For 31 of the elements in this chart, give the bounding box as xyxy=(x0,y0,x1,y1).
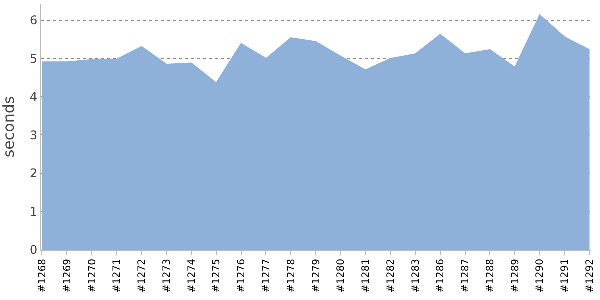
y-tick-label: 1 xyxy=(30,204,38,219)
x-tick-label: #1280 xyxy=(336,259,348,293)
x-tick-label: #1276 xyxy=(236,259,248,293)
y-tick-label: 4 xyxy=(30,90,38,104)
x-tick-label: #1277 xyxy=(261,259,272,293)
x-tick-label: #1283 xyxy=(410,259,422,293)
y-tick-label: 2 xyxy=(30,166,38,181)
x-tick-label: #1289 xyxy=(510,259,522,293)
x-tick-label: #1291 xyxy=(560,259,572,293)
x-tick-label: #1274 xyxy=(186,259,198,293)
x-tick-label: #1288 xyxy=(485,259,496,293)
x-tick-label: #1278 xyxy=(286,259,298,293)
x-tick-label: #1275 xyxy=(212,259,223,293)
x-tick-label: #1271 xyxy=(112,259,124,293)
x-tick-label: #1282 xyxy=(386,259,397,293)
x-tick-label: #1292 xyxy=(585,259,596,293)
x-tick-label: #1279 xyxy=(311,259,322,293)
x-tick-label: #1287 xyxy=(460,259,472,293)
y-tick-label: 6 xyxy=(30,14,38,28)
x-tick-label: #1269 xyxy=(62,259,74,293)
x-tick-label: #1270 xyxy=(87,259,98,293)
y-tick-label: 0 xyxy=(30,243,38,258)
x-tick-label: #1286 xyxy=(436,259,447,293)
y-axis-title: seconds xyxy=(0,96,18,158)
x-tick-label: #1272 xyxy=(137,259,148,293)
y-tick-label: 3 xyxy=(30,128,38,142)
y-tick-label: 5 xyxy=(30,52,38,66)
x-tick-label: #1268 xyxy=(37,259,48,293)
x-tick-label: #1290 xyxy=(535,259,546,293)
x-tick-label: #1281 xyxy=(361,259,372,293)
x-tick-label: #1273 xyxy=(162,259,173,293)
